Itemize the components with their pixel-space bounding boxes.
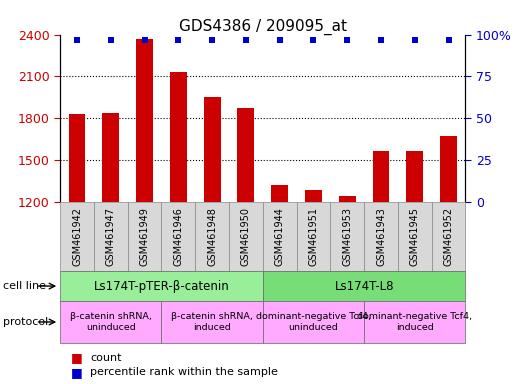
Point — [73, 37, 81, 43]
Text: GSM461951: GSM461951 — [309, 207, 319, 266]
Bar — [60, 202, 94, 271]
Text: cell line: cell line — [3, 281, 46, 291]
Bar — [440, 136, 457, 202]
Text: β-catenin shRNA,
uninduced: β-catenin shRNA, uninduced — [70, 312, 152, 332]
Point — [411, 37, 419, 43]
Point — [445, 37, 453, 43]
Bar — [263, 202, 297, 271]
Point — [309, 37, 317, 43]
Point — [276, 37, 284, 43]
Bar — [364, 301, 465, 343]
Text: dominant-negative Tcf4,
induced: dominant-negative Tcf4, induced — [357, 312, 472, 332]
Text: GSM461948: GSM461948 — [207, 207, 217, 266]
Bar — [431, 202, 465, 271]
Text: GSM461952: GSM461952 — [444, 207, 453, 266]
Point — [174, 37, 183, 43]
Bar — [331, 202, 364, 271]
Bar — [94, 202, 128, 271]
Bar — [203, 97, 221, 202]
Text: GSM461945: GSM461945 — [410, 207, 420, 266]
Text: GSM461947: GSM461947 — [106, 207, 116, 266]
Text: Ls174T-L8: Ls174T-L8 — [334, 280, 394, 293]
Text: GSM461949: GSM461949 — [140, 207, 150, 266]
Bar — [162, 301, 263, 343]
Bar — [305, 190, 322, 202]
Text: Ls174T-pTER-β-catenin: Ls174T-pTER-β-catenin — [94, 280, 230, 293]
Bar — [136, 39, 153, 202]
Text: GSM461950: GSM461950 — [241, 207, 251, 266]
Bar — [60, 271, 263, 301]
Text: β-catenin shRNA,
induced: β-catenin shRNA, induced — [171, 312, 253, 332]
Bar — [372, 152, 390, 202]
Text: ■: ■ — [71, 351, 82, 364]
Bar — [195, 202, 229, 271]
Point — [140, 37, 149, 43]
Bar — [263, 301, 364, 343]
Bar — [162, 202, 195, 271]
Text: ■: ■ — [71, 366, 82, 379]
Text: protocol: protocol — [3, 317, 48, 327]
Bar — [237, 108, 254, 202]
Bar — [398, 202, 431, 271]
Text: count: count — [90, 353, 122, 363]
Bar — [339, 196, 356, 202]
Text: dominant-negative Tcf4,
uninduced: dominant-negative Tcf4, uninduced — [256, 312, 371, 332]
Point — [208, 37, 217, 43]
Bar — [60, 301, 162, 343]
Bar — [229, 202, 263, 271]
Text: percentile rank within the sample: percentile rank within the sample — [90, 367, 278, 377]
Bar — [364, 202, 398, 271]
Point — [242, 37, 250, 43]
Bar — [406, 151, 423, 202]
Title: GDS4386 / 209095_at: GDS4386 / 209095_at — [179, 18, 347, 35]
Text: GSM461953: GSM461953 — [342, 207, 353, 266]
Bar — [297, 202, 331, 271]
Text: GSM461946: GSM461946 — [173, 207, 184, 266]
Bar — [271, 185, 288, 202]
Point — [107, 37, 115, 43]
Point — [343, 37, 351, 43]
Bar — [103, 113, 119, 202]
Bar — [263, 271, 465, 301]
Point — [377, 37, 385, 43]
Text: GSM461942: GSM461942 — [72, 207, 82, 266]
Text: GSM461944: GSM461944 — [275, 207, 285, 266]
Bar — [128, 202, 162, 271]
Text: GSM461943: GSM461943 — [376, 207, 386, 266]
Bar — [170, 72, 187, 202]
Bar — [69, 114, 85, 202]
